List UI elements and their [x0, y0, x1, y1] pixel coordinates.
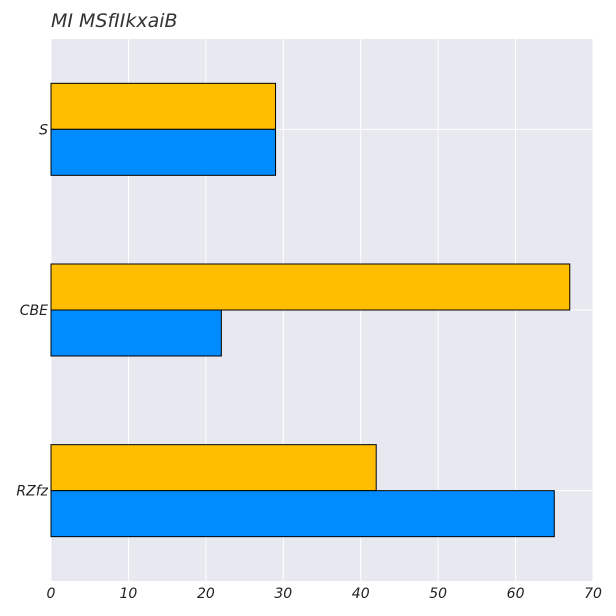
category-label: CBE [20, 303, 48, 319]
x-tick-label: 30 [274, 586, 292, 602]
bar-rzfz-series-2 [50, 490, 555, 538]
bar-s-series-2 [50, 128, 277, 176]
x-tick-label: 20 [197, 586, 215, 602]
category-label: RZfz [16, 484, 48, 500]
bar-cbe-series-2 [50, 309, 222, 357]
x-tick-label: 10 [120, 586, 138, 602]
x-tick-label: 50 [429, 586, 447, 602]
x-tick-labels: 0 10 20 30 40 50 60 70 [47, 586, 602, 602]
category-labels: S CBE RZfz [16, 122, 48, 499]
bars [50, 82, 571, 538]
chart-title: MI MSfIIkxaiB [51, 10, 178, 32]
x-tick-label: 70 [584, 586, 602, 602]
category-label: S [39, 122, 48, 138]
bar-s-series-1 [50, 82, 277, 130]
x-tick-label: 40 [352, 586, 370, 602]
x-tick-label: 60 [507, 586, 525, 602]
x-tick-label: 0 [47, 586, 56, 602]
bar-rzfz-series-1 [50, 444, 377, 492]
bar-cbe-series-1 [50, 263, 571, 311]
